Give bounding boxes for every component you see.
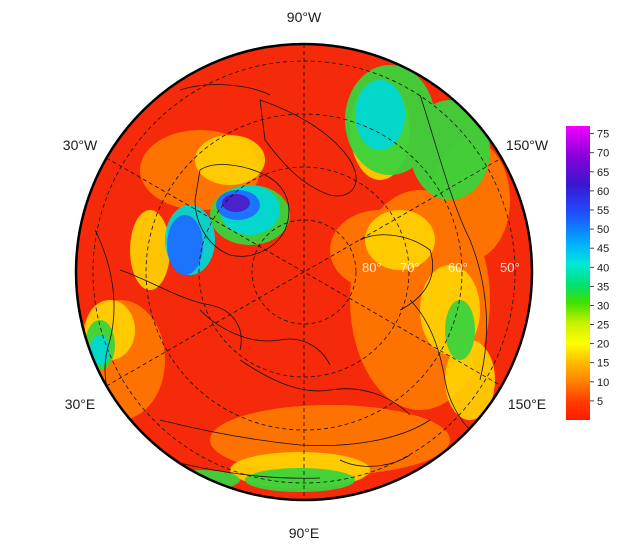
colorbar-tick-label: 55 xyxy=(597,205,609,217)
colorbar: 5 10 15 20 25 30 35 40 45 50 55 60 65 70 75 xyxy=(566,126,609,420)
lat-label-60: 60° xyxy=(448,260,468,275)
field-purple-patches xyxy=(222,194,250,212)
lon-label-upper-right: 150°W xyxy=(506,137,549,153)
colorbar-tick-label: 25 xyxy=(597,320,609,332)
colorbar-ticks: 5 10 15 20 25 30 35 40 45 50 55 60 65 70 75 xyxy=(590,129,609,408)
colorbar-tick-label: 30 xyxy=(597,300,609,312)
lon-label-lower-left: 30°E xyxy=(65,396,96,412)
colorbar-tick-label: 35 xyxy=(597,281,609,293)
colorbar-tick-label: 70 xyxy=(597,148,609,160)
meridians xyxy=(106,44,502,500)
colorbar-tick-label: 5 xyxy=(597,396,603,408)
colorbar-tick-label: 60 xyxy=(597,186,609,198)
map-border xyxy=(74,42,534,502)
colorbar-ramp xyxy=(566,126,590,420)
colorbar-tick-label: 10 xyxy=(597,377,609,389)
colorbar-tick-label: 65 xyxy=(597,167,609,179)
colorbar-tick-label: 75 xyxy=(597,129,609,141)
data-field xyxy=(76,44,532,500)
colorbar-tick-label: 40 xyxy=(597,262,609,274)
colorbar-tick-label: 50 xyxy=(597,224,609,236)
colorbar-tick-label: 15 xyxy=(597,358,609,370)
colorbar-tick-label: 20 xyxy=(597,339,609,351)
colorbar-tick-label: 45 xyxy=(597,243,609,255)
lat-label-70: 70° xyxy=(400,260,420,275)
lat-label-80: 80° xyxy=(362,260,382,275)
lon-label-bottom: 90°E xyxy=(289,525,320,541)
lon-label-upper-left: 30°W xyxy=(63,137,98,153)
lat-label-50: 50° xyxy=(500,260,520,275)
lon-label-top: 90°W xyxy=(287,9,322,25)
lon-label-lower-right: 150°E xyxy=(508,396,546,412)
